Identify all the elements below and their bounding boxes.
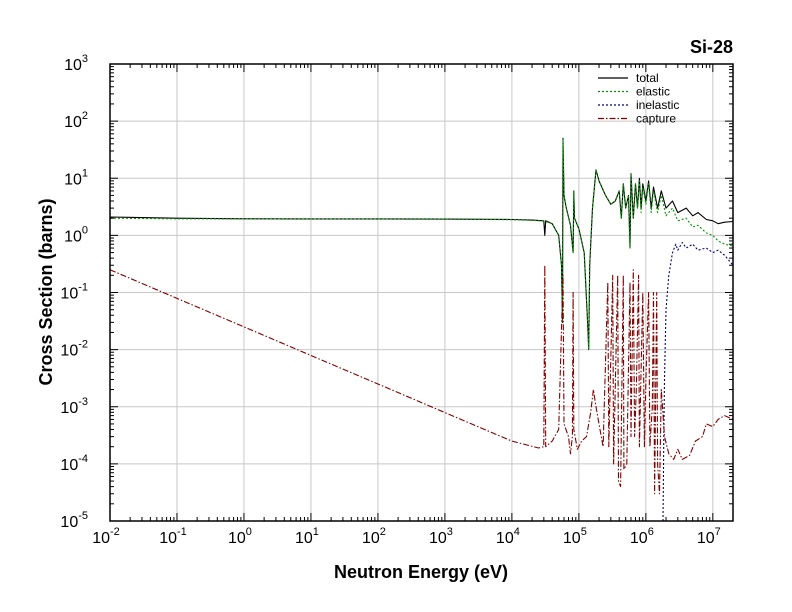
- y-tick-label: 102: [64, 110, 88, 131]
- x-tick-label: 107: [697, 526, 721, 547]
- x-tick-label: 106: [630, 526, 654, 547]
- series-elastic-line: [110, 138, 733, 351]
- tick-marks: [109, 63, 734, 522]
- x-tick-label: 102: [362, 526, 386, 547]
- y-tick-label: 10-1: [60, 282, 88, 303]
- legend-label-total: total: [636, 71, 659, 85]
- x-tick-labels: 10-2 10-1 100 101 102 103 104 105 106 107: [92, 526, 721, 547]
- y-tick-labels: 103 102 101 100 10-1 10-2 10-3 10-4 10-5: [60, 53, 88, 531]
- x-tick-label: 101: [295, 526, 319, 547]
- series-layer: [110, 137, 733, 521]
- x-tick-label: 105: [563, 526, 587, 547]
- x-tick-label: 10-1: [159, 526, 187, 547]
- x-tick-label: 10-2: [92, 526, 120, 547]
- chart-title: Si-28: [690, 37, 733, 57]
- legend-label-elastic: elastic: [636, 85, 670, 99]
- x-tick-label: 104: [496, 526, 520, 547]
- x-tick-label: 100: [228, 526, 252, 547]
- x-axis-title: Neutron Energy (eV): [334, 562, 508, 582]
- y-tick-label: 10-2: [60, 339, 88, 360]
- legend-label-inelastic: inelastic: [636, 98, 679, 112]
- legend-label-capture: capture: [636, 112, 676, 126]
- y-axis-title: Cross Section (barns): [36, 198, 56, 385]
- y-tick-label: 10-5: [60, 510, 88, 531]
- y-tick-label: 10-4: [60, 453, 88, 474]
- y-tick-label: 10-3: [60, 396, 88, 417]
- x-tick-label: 103: [429, 526, 453, 547]
- y-tick-label: 100: [64, 224, 88, 245]
- series-inelastic-line: [662, 241, 733, 521]
- grid: [110, 64, 733, 521]
- series-total-line: [110, 137, 733, 351]
- series-capture-line: [110, 264, 733, 495]
- y-tick-label: 101: [64, 167, 88, 188]
- y-tick-label: 103: [64, 53, 88, 74]
